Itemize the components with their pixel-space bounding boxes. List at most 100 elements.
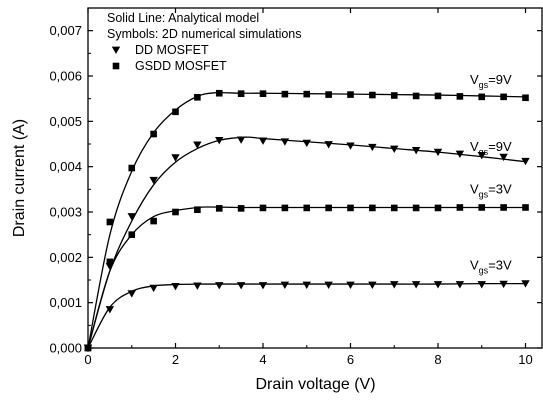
gsdd-marker [128,164,136,172]
gsdd-marker [106,258,114,266]
gsdd-marker [303,204,311,212]
dd-marker [390,145,399,153]
x-axis-title: Drain voltage (V) [255,376,375,393]
gsdd-marker [412,92,420,100]
gsdd-marker [390,92,398,99]
gsdd-marker [522,204,529,211]
model-curve-3 [87,206,526,349]
gsdd-marker [347,91,354,98]
gsdd-marker [281,90,289,98]
y-tick-label: 0,004 [49,159,82,174]
gsdd-marker [215,205,223,212]
legend: Solid Line: Analytical model Symbols: 2D … [107,11,302,73]
dd-marker [499,280,508,289]
gsdd-marker [259,204,267,212]
legend-note: Solid Line: Analytical model [107,11,259,25]
y-tick-label: 0,006 [49,69,82,84]
model-curve-4 [87,282,526,349]
gsdd-marker [259,90,267,97]
y-tick-label: 0,003 [49,205,82,220]
gsdd-marker [478,204,486,211]
dd-marker [521,157,530,166]
dd-marker [433,281,443,289]
gsdd-marker [172,108,179,116]
gsdd-marker [106,218,114,226]
legend-symbol-triangle [111,46,121,54]
gsdd-marker [150,130,157,138]
simulation-markers [83,89,530,352]
dd-marker [215,282,224,290]
dd-marker [411,146,421,155]
gsdd-marker [390,204,398,212]
dd-marker [411,281,421,289]
curve-labels: Vgs=9V Vgs=9V Vgs=3V Vgs=3V [470,72,512,276]
dd-marker [346,281,355,289]
gsdd-marker [456,93,464,100]
gsdd-marker [281,204,289,212]
gsdd-marker [215,89,223,97]
curve-label: Vgs=3V [470,258,512,276]
dd-marker [302,139,311,148]
dd-marker [477,281,486,289]
x-tick-label: 8 [434,352,441,367]
dd-marker [149,176,158,185]
x-tick-label: 2 [172,352,179,367]
legend-entry-label: GSDD MOSFET [135,59,227,73]
dd-marker [258,137,268,145]
model-curve-2 [87,136,526,349]
dd-marker [433,148,443,157]
dd-marker [193,141,202,149]
curve-label: Vgs=9V [470,72,512,90]
dd-marker [127,290,136,298]
dd-marker [280,138,290,146]
gsdd-marker [456,204,464,211]
gsdd-marker [325,204,332,212]
legend-note: Symbols: 2D numerical simulations [107,27,302,41]
y-tick-label: 0,000 [49,341,82,356]
gsdd-marker [500,93,507,101]
dd-marker [280,281,290,289]
gsdd-marker [434,204,442,212]
gsdd-marker [347,204,354,212]
dd-marker [324,141,333,149]
gsdd-marker [237,205,245,212]
dd-marker [455,281,465,289]
dd-marker [193,282,202,290]
gsdd-marker [478,93,486,101]
gsdd-marker [500,204,507,211]
gsdd-marker [325,91,332,98]
y-tick-label: 0,002 [49,250,82,265]
gsdd-marker [237,90,245,97]
y-tick-label: 0,001 [49,295,82,310]
dd-marker [215,137,224,145]
dd-marker [324,281,333,289]
x-tick-label: 10 [518,352,532,367]
gsdd-marker [522,94,529,102]
gsdd-marker [172,208,179,216]
legend-entry-label: DD MOSFET [135,43,209,57]
dd-marker [127,213,136,221]
dd-marker [499,153,508,162]
plot-frame [87,7,543,349]
dd-marker [368,143,377,152]
gsdd-marker [194,206,201,214]
gsdd-marker [303,90,311,98]
y-axis-title: Drain current (A) [11,119,28,237]
y-tick-label: 0,007 [49,23,82,38]
gsdd-marker [369,204,376,212]
gsdd-marker [369,91,376,99]
y-tick-label: 0,005 [49,114,82,129]
gsdd-marker [434,92,442,100]
dd-marker [171,282,180,291]
gsdd-marker [150,217,157,225]
legend-symbol-square [112,62,120,70]
dd-marker [455,150,465,158]
gsdd-marker [412,204,420,212]
dd-marker [236,282,246,290]
dd-marker [302,281,311,289]
dd-marker [521,280,530,288]
dd-marker [171,154,180,162]
dd-marker [105,306,115,314]
x-tick-label: 0 [84,352,91,367]
